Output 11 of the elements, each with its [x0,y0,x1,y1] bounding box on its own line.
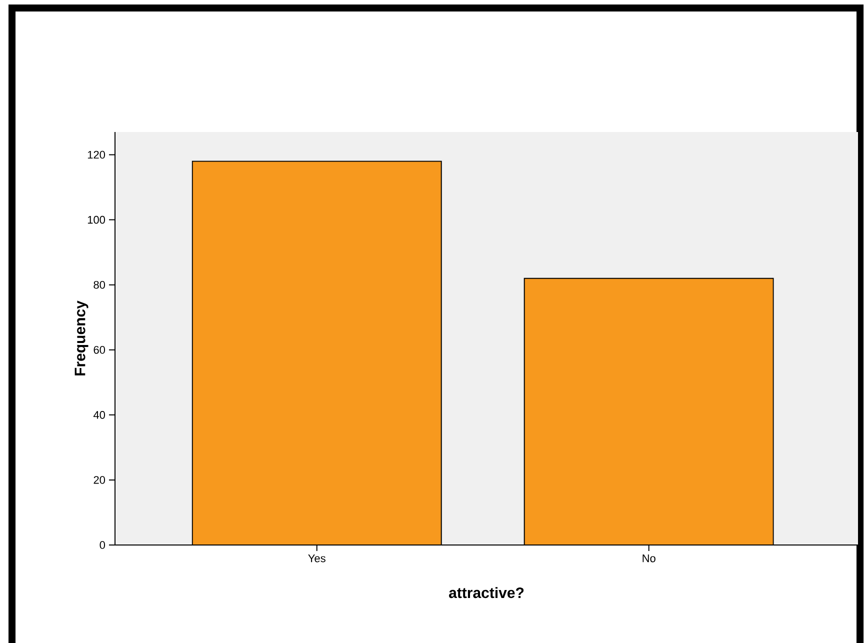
y-tick-label: 20 [94,476,106,484]
y-tick-label: 100 [88,216,106,224]
y-tick-label: 120 [88,150,106,159]
x-tick-label: No [642,554,656,562]
y-tick-label: 40 [93,411,106,419]
y-tick-label: 0 [100,541,106,549]
y-tick-label: 80 [94,280,106,289]
x-axis-title: attractive? [449,587,524,598]
y-axis-title: Frequency [74,300,88,376]
x-tick-label: Yes [308,554,326,562]
y-tick-label: 60 [94,346,106,354]
